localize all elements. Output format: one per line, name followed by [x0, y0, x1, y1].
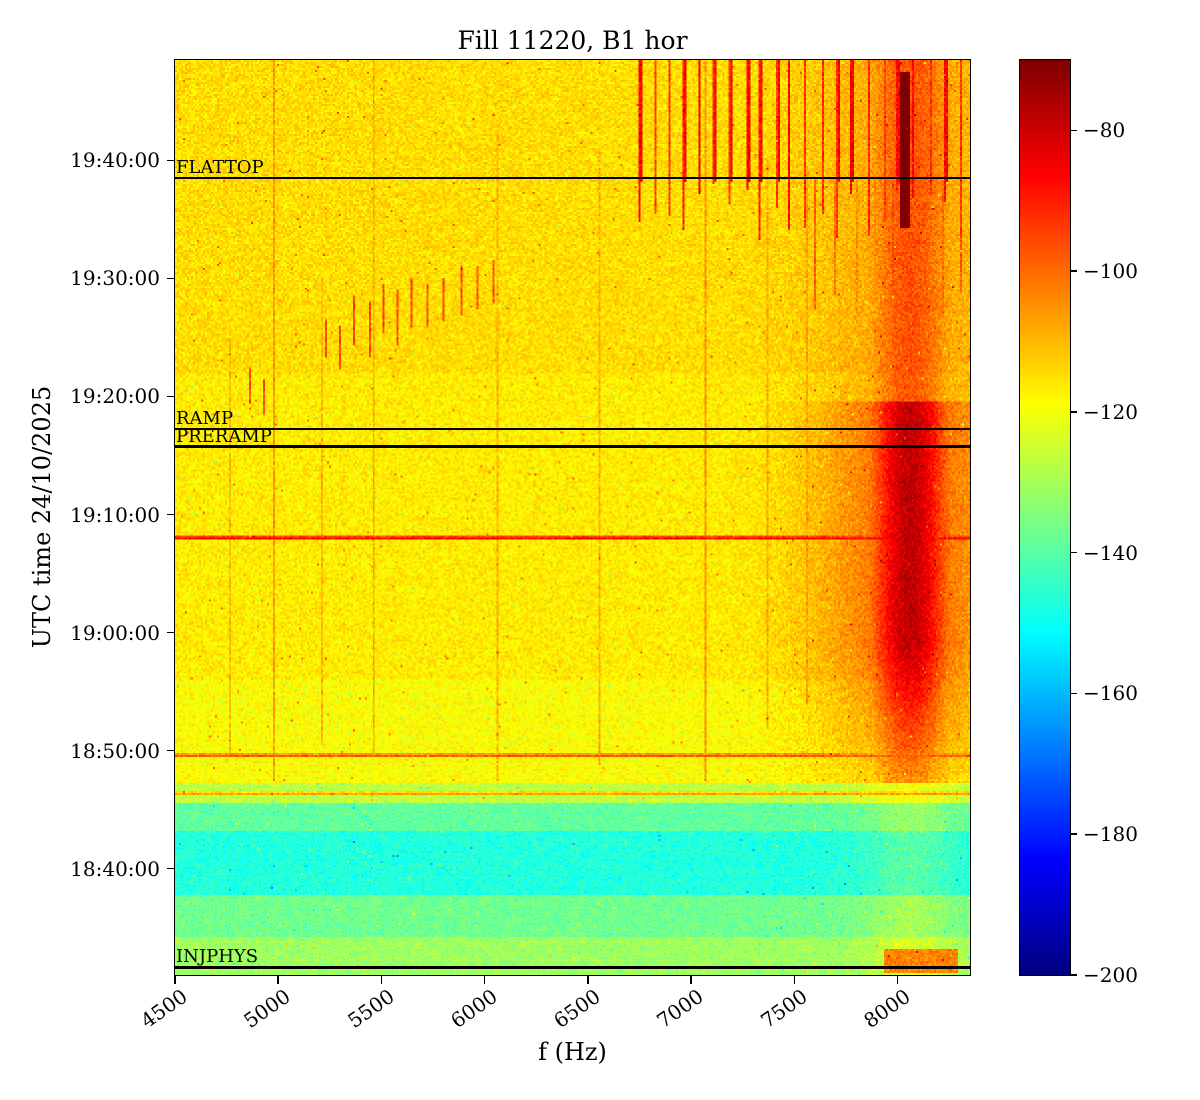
x-tick-mark — [690, 976, 692, 984]
figure-title: Fill 11220, B1 hor — [457, 26, 688, 55]
y-tick-mark — [167, 277, 175, 280]
colorbar-tick-label: −200 — [1083, 963, 1138, 987]
x-tick-mark — [587, 976, 589, 984]
y-tick-label: 19:40:00 — [70, 148, 160, 173]
annotation-label-preramp: PRERAMP — [176, 425, 272, 447]
colorbar-tick-mark — [1070, 411, 1077, 413]
y-tick-label: 19:30:00 — [70, 266, 160, 291]
colorbar-tick-mark — [1070, 974, 1077, 976]
x-tick-label-text: 6500 — [549, 984, 605, 1033]
y-tick-mark — [167, 749, 175, 752]
colorbar-tick-mark — [1070, 833, 1077, 835]
y-tick-mark — [167, 395, 175, 398]
x-tick-mark — [793, 976, 796, 984]
y-tick-label: 18:40:00 — [70, 856, 160, 881]
colorbar-tick-label: −80 — [1083, 118, 1126, 143]
y-tick-mark — [167, 513, 175, 516]
x-tick-mark — [483, 976, 486, 984]
annotation-label-flattop: FLATTOP — [176, 157, 264, 179]
colorbar-tick-mark — [1070, 692, 1077, 695]
x-tick-label-text: 4500 — [136, 984, 192, 1033]
y-tick-mark — [167, 631, 175, 634]
annotation-line-preramp — [175, 445, 970, 448]
x-axis-label: f (Hz) — [538, 1038, 607, 1066]
colorbar — [1020, 60, 1070, 975]
annotation-line-injphys — [175, 966, 970, 969]
x-tick-label-text: 5000 — [239, 984, 296, 1033]
colorbar-tick-label: −100 — [1083, 259, 1138, 284]
y-tick-label: 19:20:00 — [70, 384, 160, 409]
annotation-line-ramp — [175, 427, 970, 431]
annotation-label-ramp: RAMP — [176, 407, 234, 429]
y-tick-label: 19:00:00 — [70, 620, 160, 645]
colorbar-tick-label: −120 — [1083, 399, 1138, 424]
colorbar-tick-mark — [1070, 270, 1077, 272]
x-tick-label-text: 8000 — [859, 984, 915, 1033]
colorbar-tick-mark — [1070, 129, 1077, 132]
x-tick-mark — [896, 976, 899, 984]
x-tick-label-text: 5500 — [342, 984, 399, 1033]
y-tick-label: 19:10:00 — [70, 502, 160, 527]
x-tick-label-text: 7500 — [755, 984, 812, 1033]
colorbar-tick-label: −160 — [1083, 681, 1138, 706]
annotation-line-flattop — [175, 176, 970, 180]
annotation-label-injphys: INJPHYS — [176, 946, 259, 968]
colorbar-tick-label: −140 — [1083, 540, 1138, 565]
y-tick-label: 18:50:00 — [70, 738, 160, 763]
y-tick-mark — [167, 867, 175, 870]
x-tick-mark — [277, 976, 279, 984]
x-tick-mark — [174, 976, 176, 984]
x-tick-mark — [380, 976, 383, 984]
x-tick-label-text: 7000 — [652, 984, 708, 1033]
colorbar-tick-mark — [1070, 551, 1077, 554]
x-tick-label-text: 6000 — [446, 984, 502, 1033]
y-tick-mark — [167, 159, 175, 162]
spectrogram-canvas — [175, 60, 970, 975]
colorbar-tick-label: −180 — [1083, 822, 1138, 847]
